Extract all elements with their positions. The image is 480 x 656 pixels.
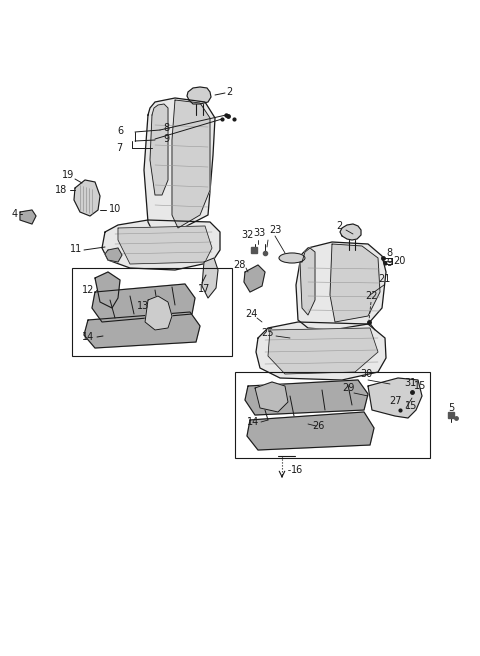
Polygon shape [74, 180, 100, 216]
Text: 20: 20 [393, 256, 405, 266]
Text: 5: 5 [448, 403, 454, 413]
Polygon shape [95, 272, 120, 308]
Text: 12: 12 [82, 285, 94, 295]
Text: 8: 8 [386, 248, 392, 258]
Text: 30: 30 [360, 369, 372, 379]
Polygon shape [296, 242, 386, 330]
Polygon shape [145, 296, 172, 330]
Text: 26: 26 [312, 421, 324, 431]
Text: 4: 4 [12, 209, 18, 219]
Polygon shape [187, 87, 211, 104]
Text: 14: 14 [247, 417, 259, 427]
Text: 15: 15 [405, 401, 417, 411]
Text: 29: 29 [342, 383, 354, 393]
Text: 25: 25 [261, 328, 273, 338]
Text: 8: 8 [163, 123, 169, 133]
Polygon shape [255, 382, 288, 412]
Text: 23: 23 [269, 225, 281, 235]
Text: 33: 33 [253, 228, 265, 238]
Text: 13: 13 [137, 301, 149, 311]
Polygon shape [102, 220, 220, 270]
Text: 9: 9 [163, 134, 169, 144]
Text: 28: 28 [233, 260, 245, 270]
Polygon shape [202, 258, 218, 298]
Polygon shape [92, 284, 195, 322]
Polygon shape [118, 226, 212, 264]
Text: 15: 15 [414, 381, 426, 391]
Polygon shape [256, 322, 386, 380]
Text: 19: 19 [62, 170, 74, 180]
Text: 16: 16 [291, 465, 303, 475]
Text: 9: 9 [386, 258, 392, 268]
Bar [72, 268, 232, 356]
Text: 18: 18 [55, 185, 67, 195]
Text: 2: 2 [336, 221, 342, 231]
Polygon shape [244, 265, 265, 292]
Text: 11: 11 [70, 244, 82, 254]
Polygon shape [172, 100, 210, 228]
Text: 10: 10 [109, 204, 121, 214]
Text: 2: 2 [226, 87, 232, 97]
Polygon shape [20, 210, 36, 224]
Polygon shape [340, 224, 361, 240]
Text: 27: 27 [390, 396, 402, 406]
Text: 32: 32 [241, 230, 253, 240]
Text: 24: 24 [245, 309, 257, 319]
Polygon shape [150, 104, 168, 195]
Polygon shape [84, 312, 200, 348]
Polygon shape [247, 412, 374, 450]
Text: 17: 17 [198, 284, 210, 294]
Polygon shape [245, 380, 368, 415]
Polygon shape [368, 378, 422, 418]
Text: 31: 31 [404, 378, 416, 388]
Text: 14: 14 [82, 332, 94, 342]
Text: 21: 21 [378, 274, 390, 284]
Text: 6: 6 [117, 126, 123, 136]
Polygon shape [268, 328, 378, 374]
Polygon shape [300, 248, 315, 315]
Text: 7: 7 [116, 143, 122, 153]
Polygon shape [144, 98, 215, 232]
Bar [235, 372, 430, 458]
Polygon shape [105, 248, 122, 262]
Polygon shape [330, 244, 380, 322]
Ellipse shape [279, 253, 305, 263]
Text: 22: 22 [365, 291, 377, 301]
